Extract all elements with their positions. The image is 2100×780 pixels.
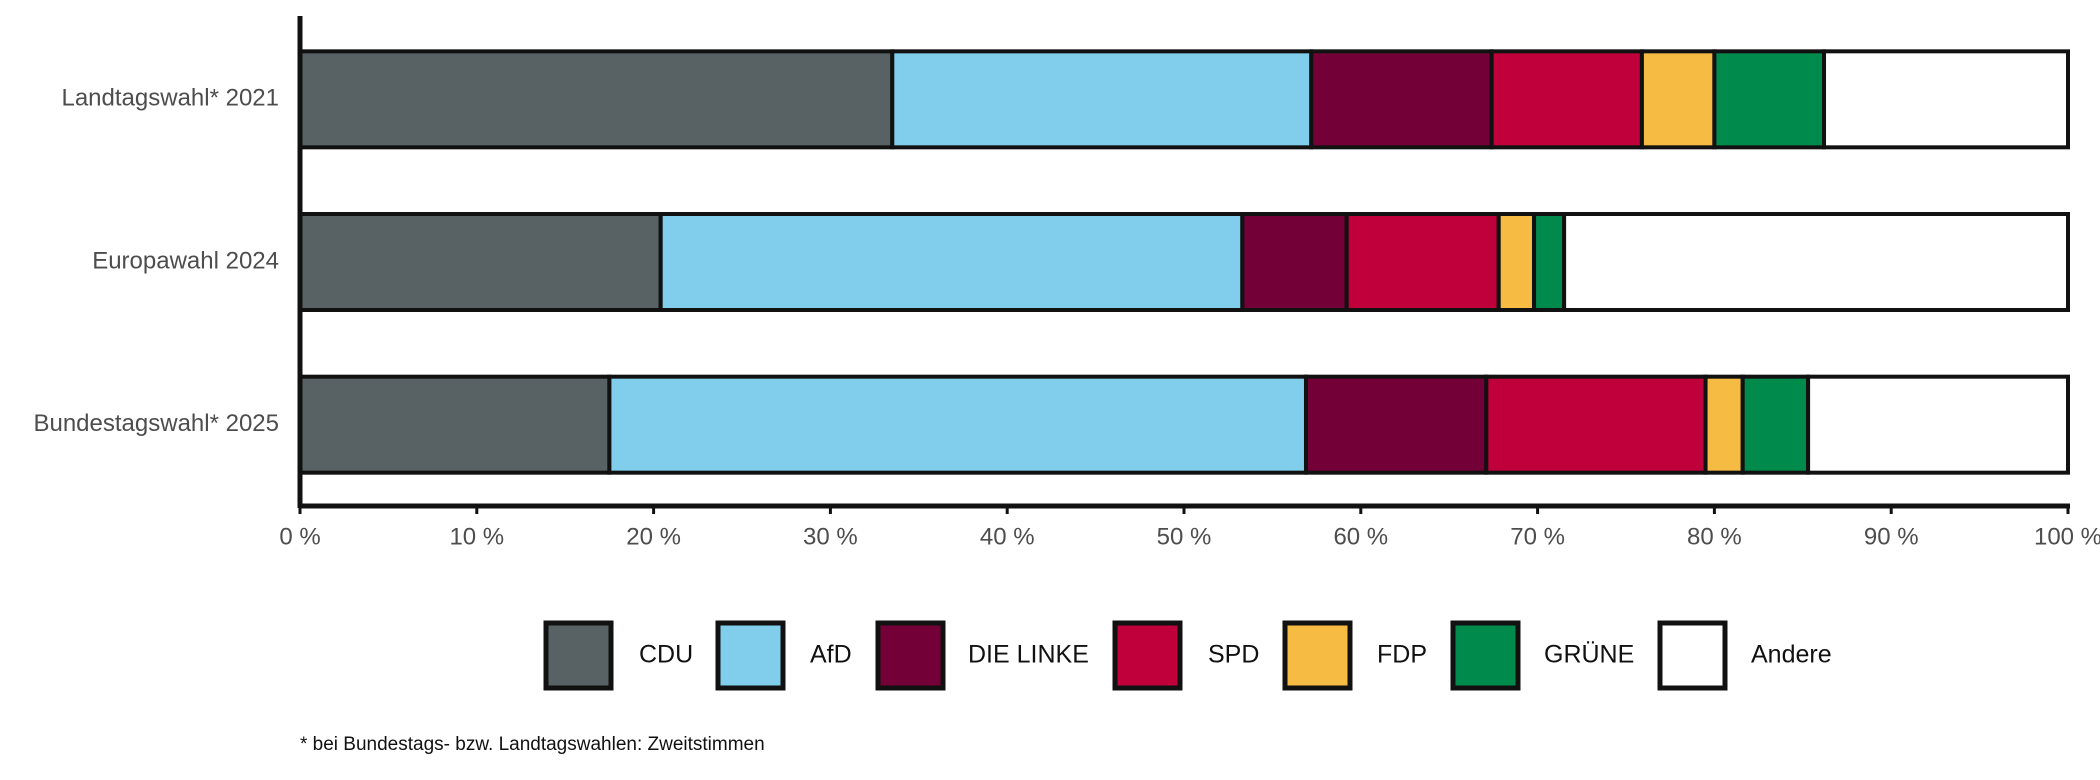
legend-label: CDU bbox=[639, 641, 693, 669]
legend-label: Andere bbox=[1751, 641, 1832, 669]
bar-segment bbox=[1532, 212, 1567, 312]
bar-segment bbox=[1344, 212, 1501, 312]
legend-swatch bbox=[1657, 620, 1728, 691]
bar-segment bbox=[1489, 49, 1644, 150]
x-tick-label: 30 % bbox=[803, 523, 858, 550]
legend-label: AfD bbox=[810, 641, 852, 669]
bar-segment bbox=[1303, 374, 1489, 475]
x-tick-label: 100 % bbox=[2034, 523, 2100, 550]
bar-segment bbox=[1712, 49, 1827, 150]
bar-segment bbox=[658, 212, 1245, 312]
legend-label: FDP bbox=[1377, 641, 1427, 669]
legend-label: DIE LINKE bbox=[968, 641, 1089, 669]
bar-segment bbox=[1484, 374, 1708, 475]
x-tick-label: 20 % bbox=[626, 523, 681, 550]
bar-segment bbox=[298, 212, 663, 312]
y-tick-label: Bundestagswahl* 2025 bbox=[33, 410, 279, 437]
y-tick-label: Europawahl 2024 bbox=[92, 247, 279, 274]
y-tick-label: Landtagswahl* 2021 bbox=[61, 85, 279, 112]
bar-segment bbox=[1806, 374, 2070, 475]
legend-swatch bbox=[1282, 620, 1353, 691]
bar-segment bbox=[1639, 49, 1717, 150]
legend-swatch bbox=[1112, 620, 1183, 691]
legend-swatch bbox=[715, 620, 786, 691]
x-tick-label: 10 % bbox=[449, 523, 504, 550]
bar-segment bbox=[1240, 212, 1349, 312]
bar-segment bbox=[298, 374, 612, 475]
x-tick-label: 80 % bbox=[1687, 523, 1742, 550]
legend-label: GRÜNE bbox=[1544, 641, 1634, 669]
legend-swatch bbox=[1450, 620, 1521, 691]
bar-segment bbox=[890, 49, 1314, 150]
footnote: * bei Bundestags- bzw. Landtagswahlen: Z… bbox=[300, 734, 765, 755]
bar-segment bbox=[1740, 374, 1811, 475]
bar-segment bbox=[1703, 374, 1745, 475]
bar-segment bbox=[607, 374, 1308, 475]
x-tick-label: 70 % bbox=[1510, 523, 1565, 550]
legend-swatch bbox=[875, 620, 946, 691]
x-tick-label: 40 % bbox=[980, 523, 1035, 550]
x-tick-label: 60 % bbox=[1333, 523, 1388, 550]
bar-segment bbox=[1822, 49, 2070, 150]
bar-segment bbox=[298, 49, 895, 150]
legend-label: SPD bbox=[1208, 641, 1259, 669]
legend-swatch bbox=[543, 620, 614, 691]
bar-segment bbox=[1562, 212, 2070, 312]
x-tick-label: 50 % bbox=[1157, 523, 1212, 550]
bar-segment bbox=[1496, 212, 1537, 312]
x-tick-label: 0 % bbox=[279, 523, 320, 550]
bar-segment bbox=[1309, 49, 1494, 150]
x-tick-label: 90 % bbox=[1864, 523, 1919, 550]
